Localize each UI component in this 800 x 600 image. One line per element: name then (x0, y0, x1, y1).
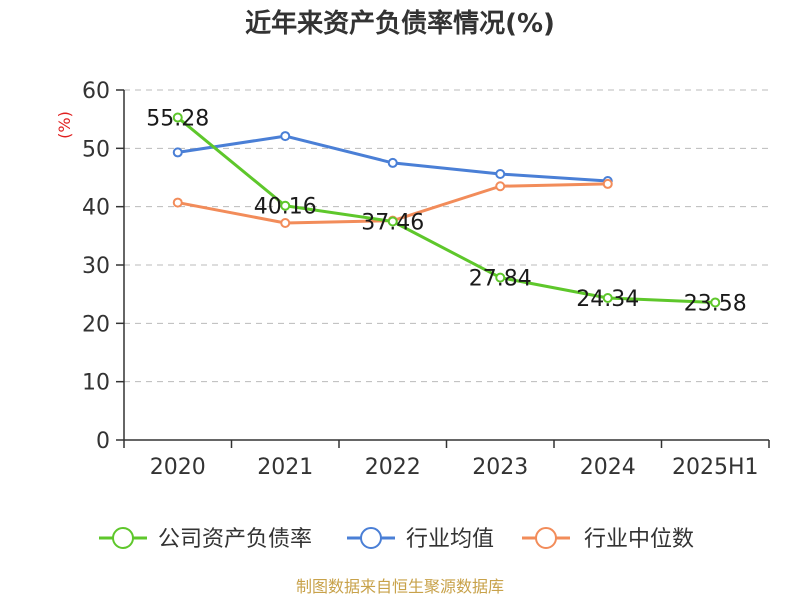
data-point (280, 200, 291, 211)
x-tick-label: 2023 (472, 455, 528, 480)
data-labels: 55.28 40.16 37.46 27.84 24.34 23.58 (146, 107, 746, 317)
x-tick-label: 2020 (150, 455, 206, 480)
y-axis-label: (%) (55, 111, 74, 139)
data-point (387, 216, 398, 227)
source-note: 制图数据来自恒生聚源数据库 (296, 577, 504, 596)
data-point (495, 169, 506, 179)
y-tick-label: 0 (96, 429, 110, 454)
data-label: 37.46 (361, 210, 424, 235)
x-tick-label: 2022 (365, 455, 421, 480)
chart-title: 近年来资产负债率情况(%) (245, 8, 555, 39)
x-tick-label: 2021 (257, 455, 313, 480)
series-line (176, 116, 716, 304)
legend-marker (535, 527, 557, 549)
data-point (280, 131, 291, 142)
data-point (387, 157, 398, 168)
data-point (280, 218, 291, 228)
y-tick-label: 40 (82, 196, 110, 221)
data-label: 23.58 (684, 291, 747, 316)
data-point (602, 293, 613, 304)
legend-marker (112, 527, 134, 549)
axes: 0 10 20 30 40 50 60 2020 2021 2022 2023 2024 2025H1 (82, 79, 770, 480)
data-point (172, 147, 183, 158)
data-label: 27.84 (469, 267, 532, 292)
gridlines (124, 89, 769, 383)
data-point (710, 297, 721, 308)
data-label: 55.28 (146, 107, 209, 132)
data-point (602, 178, 613, 189)
y-tick-label: 10 (82, 371, 110, 396)
y-tick-label: 60 (82, 79, 110, 104)
y-tick-label: 50 (82, 137, 110, 162)
data-label: 24.34 (576, 287, 639, 312)
x-tick-label: 2025H1 (672, 455, 759, 480)
x-tick-label: 2024 (580, 455, 636, 480)
data-point (495, 272, 506, 283)
legend: 公司资产负债率 行业均值 行业中位数 (99, 527, 694, 552)
legend-label: 公司资产负债率 (158, 527, 312, 552)
data-point (495, 181, 506, 192)
y-tick-label: 20 (82, 312, 110, 337)
legend-marker (360, 527, 382, 549)
legend-label: 行业中位数 (584, 527, 694, 552)
series-group (172, 112, 721, 308)
data-point (172, 112, 183, 123)
legend-label: 行业均值 (406, 527, 494, 552)
data-point (172, 197, 183, 208)
y-tick-label: 30 (82, 254, 110, 279)
data-label: 40.16 (254, 195, 317, 220)
